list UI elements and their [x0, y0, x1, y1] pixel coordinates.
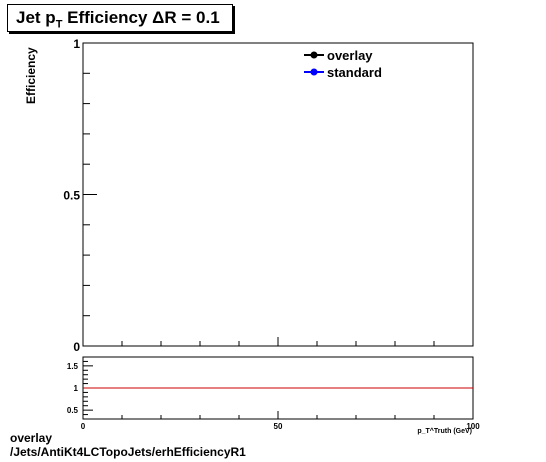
title-subscript: T [55, 18, 63, 31]
legend-entry-overlay: overlay [304, 48, 373, 63]
ratio-y-tick-label: 1.5 [67, 362, 79, 371]
y-tick-label: 1 [73, 37, 80, 51]
y-tick-label: 0 [73, 340, 80, 354]
ratio-y-tick-label: 0.5 [67, 406, 79, 415]
ratio-axis-ticks [82, 360, 474, 419]
chart-title: Jet pT Efficiency ΔR = 0.1 [16, 8, 220, 30]
ratio-x-tick-label: 50 [274, 422, 283, 431]
chart-title-box: Jet pT Efficiency ΔR = 0.1 [7, 4, 233, 32]
legend-marker [310, 51, 318, 59]
legend-label: standard [327, 65, 382, 80]
legend-label: overlay [327, 48, 373, 63]
ratio-x-tick-label: 100 [466, 422, 480, 431]
main-plot-frame [82, 42, 474, 347]
title-suffix: Efficiency ΔR = 0.1 [62, 8, 220, 27]
ratio-x-tick-label: 0 [81, 422, 86, 431]
title-prefix: Jet p [16, 8, 56, 27]
ratio-tick-labels: 0.5 1 1.5 0 50 100 [67, 362, 480, 431]
main-tick-labels: 00.51 [63, 37, 80, 354]
legend-marker [310, 68, 318, 76]
footer-line2: /Jets/AntiKt4LCTopoJets/erhEfficiencyR1 [10, 445, 246, 459]
ratio-y-tick-label: 1 [74, 384, 79, 393]
footer: overlay /Jets/AntiKt4LCTopoJets/erhEffic… [10, 431, 246, 459]
footer-line1: overlay [10, 431, 53, 445]
y-tick-label: 0.5 [63, 189, 80, 203]
y-axis-label: Efficiency [24, 47, 38, 104]
legend-entry-standard: standard [304, 65, 382, 80]
main-axis-ticks [82, 42, 474, 347]
legend: overlay standard [304, 48, 382, 80]
ratio-x-axis-label: p_T^Truth (GeV) [417, 427, 472, 435]
